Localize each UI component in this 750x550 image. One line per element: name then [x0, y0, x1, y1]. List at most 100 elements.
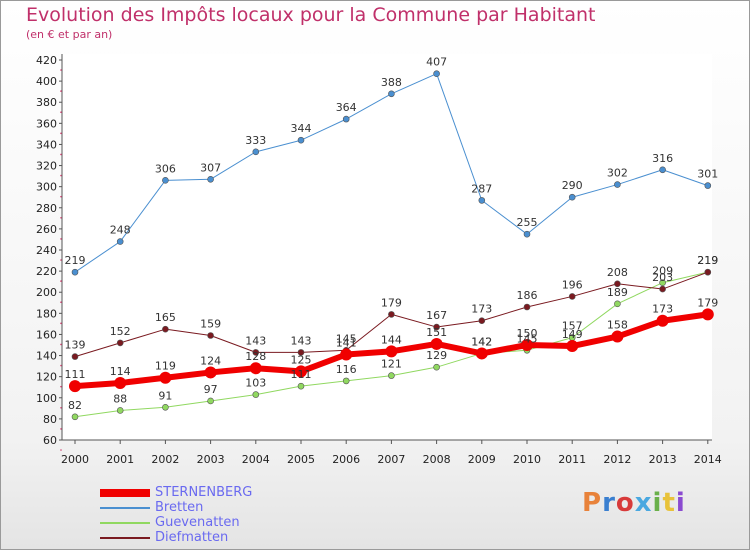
plot-area	[62, 54, 712, 440]
data-point-sternenberg	[340, 348, 353, 361]
data-label-guevenatten: 142	[471, 335, 492, 348]
x-tick-label: 2001	[106, 453, 134, 466]
y-minor-dot	[60, 90, 62, 92]
y-tick-label: 360	[36, 117, 57, 130]
y-tick-label: 300	[36, 181, 57, 194]
legend-swatch-diefmatten	[100, 537, 150, 539]
legend-swatch-guevenatten	[100, 522, 150, 524]
y-minor-dot	[60, 406, 62, 409]
data-point-guevenatten	[433, 363, 440, 371]
data-point-bretten	[162, 177, 169, 184]
data-point-bretten	[523, 230, 531, 238]
y-minor-dot	[60, 132, 62, 135]
data-point-guevenatten	[71, 413, 79, 421]
y-tick-label: 180	[36, 307, 57, 320]
data-label-bretten: 306	[155, 162, 176, 175]
data-label-guevenatten: 219	[697, 254, 718, 267]
data-point-bretten	[659, 166, 666, 174]
data-label-sternenberg: 128	[245, 350, 266, 363]
legend-label-diefmatten: Diefmatten	[155, 530, 229, 545]
legend-label-guevenatten: Guevenatten	[155, 515, 240, 530]
x-tick-label: 2005	[287, 453, 315, 466]
data-point-bretten	[207, 175, 214, 183]
data-label-diefmatten: 196	[562, 278, 583, 291]
data-point-diefmatten	[614, 280, 621, 288]
x-tick-label: 2002	[151, 453, 179, 466]
y-minor-dot	[60, 364, 62, 367]
y-minor-dot	[60, 195, 62, 198]
x-tick-label: 2011	[558, 453, 586, 466]
data-point-diefmatten	[252, 349, 260, 356]
data-label-diefmatten: 167	[426, 309, 447, 322]
data-label-diefmatten: 208	[607, 266, 628, 279]
data-label-bretten: 219	[65, 254, 86, 267]
data-point-bretten	[433, 70, 440, 78]
y-tick-label: 420	[36, 54, 57, 67]
data-label-guevenatten: 88	[113, 392, 127, 405]
y-tick-label: 280	[36, 202, 57, 215]
data-label-bretten: 255	[517, 216, 538, 229]
proxiti-logo: Proxiti	[582, 488, 686, 518]
data-point-guevenatten	[614, 300, 621, 308]
data-label-guevenatten: 209	[652, 265, 673, 278]
data-point-sternenberg	[69, 380, 81, 393]
data-label-sternenberg: 124	[200, 354, 221, 367]
data-point-bretten	[388, 90, 395, 98]
legend-label-sternenberg: STERNENBERG	[155, 485, 253, 500]
legend-swatch-sternenberg	[100, 489, 150, 497]
y-minor-dot	[60, 322, 62, 325]
x-tick-label: 2013	[649, 453, 677, 466]
y-tick-label: 400	[36, 75, 57, 88]
data-point-bretten	[614, 181, 621, 188]
data-point-sternenberg	[611, 330, 624, 343]
data-label-sternenberg: 141	[336, 337, 357, 350]
data-label-bretten: 302	[607, 167, 628, 180]
data-point-diefmatten	[207, 332, 214, 339]
legend-label-bretten: Bretten	[155, 500, 204, 515]
y-minor-dot	[60, 174, 62, 177]
y-minor-dot	[60, 216, 62, 219]
y-minor-dot	[60, 69, 62, 71]
y-tick-label: 80	[43, 413, 57, 426]
data-label-sternenberg: 149	[562, 328, 583, 341]
data-point-guevenatten	[207, 397, 214, 405]
data-point-guevenatten	[297, 382, 305, 390]
y-tick-label: 220	[36, 265, 57, 278]
data-label-bretten: 407	[426, 56, 447, 69]
y-tick-label: 260	[36, 223, 57, 236]
data-label-guevenatten: 91	[158, 389, 172, 402]
y-minor-dot	[60, 428, 62, 430]
data-point-sternenberg	[295, 365, 307, 378]
data-point-diefmatten	[388, 311, 395, 318]
y-tick-label: 380	[36, 96, 57, 109]
logo-letter: t	[662, 488, 676, 518]
y-minor-dot	[60, 449, 62, 451]
y-minor-dot	[60, 238, 62, 240]
data-point-bretten	[342, 115, 350, 123]
y-tick-label: 60	[43, 434, 57, 447]
data-point-sternenberg	[701, 308, 714, 321]
data-point-diefmatten	[71, 353, 79, 360]
y-minor-dot	[60, 111, 62, 114]
data-point-bretten	[252, 148, 260, 156]
data-label-bretten: 248	[110, 224, 131, 237]
logo-letter: i	[652, 488, 663, 518]
data-point-sternenberg	[385, 345, 398, 358]
data-point-bretten	[297, 136, 305, 144]
data-label-diefmatten: 159	[200, 318, 221, 331]
data-label-diefmatten: 173	[471, 303, 492, 316]
data-label-sternenberg: 179	[697, 296, 718, 309]
data-label-sternenberg: 125	[291, 353, 312, 366]
data-label-guevenatten: 116	[336, 363, 357, 376]
logo-letter: x	[634, 488, 653, 518]
y-tick-label: 120	[36, 371, 57, 384]
data-point-guevenatten	[659, 279, 666, 287]
data-label-guevenatten: 121	[381, 358, 402, 371]
data-point-bretten	[116, 238, 124, 245]
y-minor-dot	[60, 301, 62, 304]
data-point-guevenatten	[116, 407, 124, 414]
x-tick-label: 2000	[61, 453, 89, 466]
x-tick-label: 2010	[513, 453, 541, 466]
logo-letter: r	[602, 488, 616, 518]
